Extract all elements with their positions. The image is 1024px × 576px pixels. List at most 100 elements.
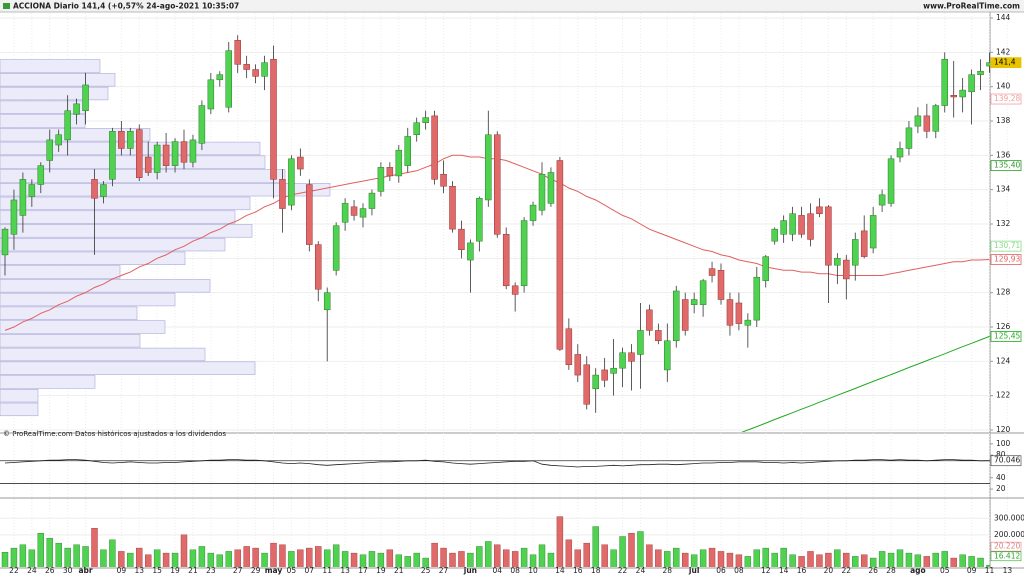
candle-body xyxy=(753,276,761,321)
volume-profile-bar xyxy=(0,114,86,128)
volume-bar xyxy=(690,554,698,567)
candle-body xyxy=(46,139,53,161)
x-tick-label: 11 xyxy=(985,566,995,575)
level-label-box xyxy=(990,541,1022,552)
candle-body xyxy=(153,144,161,173)
candle-body xyxy=(762,256,769,281)
volume-bar xyxy=(583,542,590,567)
candle-body xyxy=(708,268,716,276)
volume-bar xyxy=(852,556,859,567)
candle-body xyxy=(556,160,564,350)
candle-body xyxy=(825,206,832,266)
volume-bar xyxy=(878,551,886,567)
header-bar xyxy=(0,0,1024,12)
candle-body xyxy=(243,64,250,70)
candle-body xyxy=(547,172,555,204)
price-label: 125,45 xyxy=(994,331,1020,340)
candle-body xyxy=(977,70,984,75)
volume-panel xyxy=(1,516,990,567)
x-tick-label: 13 xyxy=(134,566,144,575)
indicator-panel xyxy=(4,459,990,468)
x-tick-label: jun xyxy=(463,566,477,575)
x-tick-label: 17 xyxy=(358,566,368,575)
candle-body xyxy=(780,220,787,235)
volume-bar xyxy=(109,539,116,567)
price-label-box xyxy=(990,93,1022,105)
volume-profile-bar xyxy=(0,279,211,293)
volume-bar xyxy=(341,551,349,567)
candle-body xyxy=(180,141,188,163)
candle-body xyxy=(681,299,689,331)
volume-bar xyxy=(252,547,259,567)
volume-bar xyxy=(136,547,143,567)
y-tick-label: 124 xyxy=(996,356,1011,365)
candle-body xyxy=(73,103,80,115)
candle-body xyxy=(252,69,259,77)
volume-bar xyxy=(511,551,519,567)
candle-body xyxy=(82,84,89,111)
volume-bar xyxy=(744,556,752,567)
x-tick-label: 24 xyxy=(27,566,37,575)
volume-profile-bar xyxy=(0,237,226,252)
volume-bar xyxy=(977,557,984,567)
volume-profile-bar xyxy=(0,265,121,279)
candle-body xyxy=(109,131,116,180)
x-tick-label: 18 xyxy=(591,566,601,575)
volume-bar xyxy=(458,551,465,567)
volume-profile-bar xyxy=(0,388,39,403)
x-tick-label: ago xyxy=(910,566,926,575)
x-tick-label: abr xyxy=(78,566,92,575)
volume-bar xyxy=(37,532,44,567)
x-tick-label: 08 xyxy=(734,566,744,575)
volume-bar xyxy=(198,546,206,567)
candle-body xyxy=(288,158,295,206)
volume-bar xyxy=(243,546,250,567)
volume-bar xyxy=(144,554,152,567)
volume-bar xyxy=(225,551,232,567)
volume-bar xyxy=(368,551,376,567)
volume-bar xyxy=(46,537,53,567)
volume-bar xyxy=(959,554,966,567)
price-label: 129,93 xyxy=(994,255,1020,264)
value-label: 70.046 xyxy=(994,456,1020,465)
candle-body xyxy=(395,149,403,177)
volume-bar xyxy=(485,541,492,567)
volume-profile-bar xyxy=(0,100,86,114)
volume-bar xyxy=(914,554,922,567)
candle-body xyxy=(538,173,546,211)
candle-body xyxy=(350,206,358,216)
candle-body xyxy=(726,299,734,326)
volume-bar xyxy=(350,552,358,567)
candle-body xyxy=(923,115,931,132)
volume-bar xyxy=(771,552,778,567)
candle-body xyxy=(968,74,975,93)
candle-body xyxy=(19,179,27,216)
candle-body xyxy=(520,220,528,287)
volume-bar xyxy=(762,547,769,567)
candle-body xyxy=(986,62,990,67)
volume-bar xyxy=(297,549,304,567)
candle-body xyxy=(932,105,940,132)
candle-body xyxy=(673,290,680,341)
candle-body xyxy=(225,50,232,108)
volume-bar xyxy=(520,547,528,567)
volume-bar xyxy=(941,551,948,567)
volume-profile-bar xyxy=(0,86,109,101)
volume-bar xyxy=(664,551,671,567)
volume-bar xyxy=(843,552,850,567)
candle-body xyxy=(601,369,608,381)
candle-body xyxy=(413,122,420,135)
candle-body xyxy=(914,115,922,127)
volume-bar xyxy=(619,536,626,567)
candle-body xyxy=(377,167,385,192)
volume-bar xyxy=(207,552,215,567)
volume-bar xyxy=(861,554,868,567)
volume-bar xyxy=(162,552,170,567)
x-tick-label: 23 xyxy=(206,566,216,575)
price-panel xyxy=(0,17,990,432)
candle-body xyxy=(64,110,71,141)
volume-bar xyxy=(127,552,134,567)
volume-bar xyxy=(332,544,340,567)
volume-bar xyxy=(413,552,420,567)
candle-body xyxy=(28,184,36,197)
